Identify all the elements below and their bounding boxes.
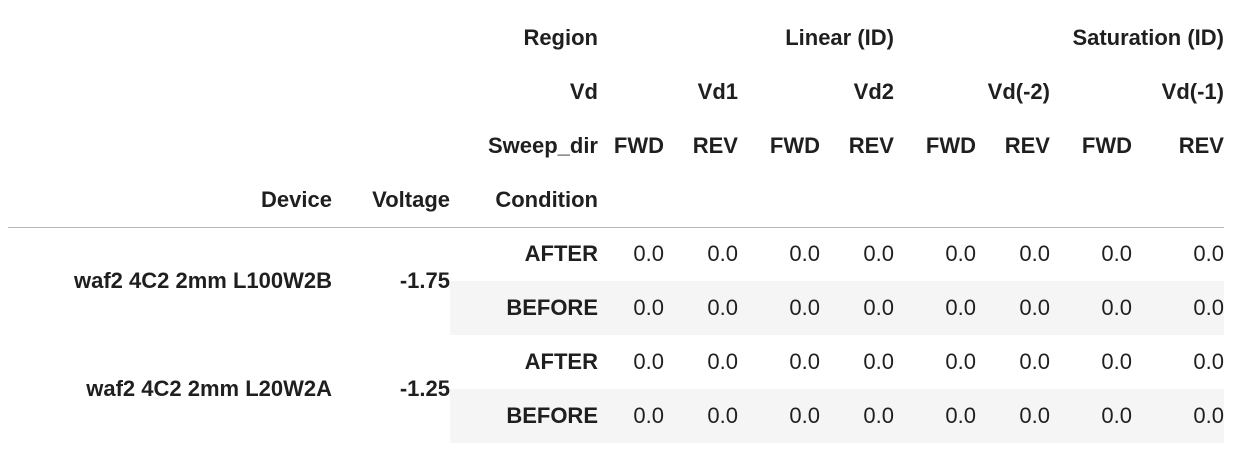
row-condition-label: AFTER [524,241,598,267]
table-cell: 0.0 [664,389,738,443]
table-cell: 0.0 [738,389,820,443]
table-row: BEFORE 0.0 0.0 0.0 0.0 0.0 0.0 0.0 0.0 [8,389,1224,443]
table-cell: 0.0 [1050,389,1132,443]
row-condition-label: AFTER [524,349,598,374]
vd-group-vd-minus-1: Vd(-1) [1161,79,1224,104]
table-cell: 0.0 [789,241,820,267]
table-body: waf2 4C2 2mm L100W2B -1.75 AFTER 0.0 0.0… [8,227,1224,443]
empty-header-cell [664,173,738,228]
empty-header-cell [1050,173,1132,228]
table-cell: 0.0 [976,281,1050,335]
table-cell: 0.0 [664,281,738,335]
row-voltage-label: -1.75 [399,268,450,294]
table-cell: 0.0 [820,281,894,335]
sweep-dir-header: REV [1178,133,1224,158]
empty-header-cell [598,173,664,228]
empty-header-cell [332,119,450,173]
table-cell: 0.0 [976,389,1050,443]
table-cell: 0.0 [863,241,894,267]
table-cell: 0.0 [945,241,976,267]
table-cell: 0.0 [707,241,738,267]
empty-header-cell [894,173,976,228]
table-cell: 0.0 [894,281,976,335]
empty-header-cell [332,11,450,65]
sweep-dir-level-label: Sweep_dir [487,133,598,158]
empty-header-cell [8,119,332,173]
row-condition-label: BEFORE [450,389,598,443]
table-row: waf2 4C2 2mm L20W2A -1.25 AFTER 0.0 0.0 … [8,335,1224,401]
row-condition-label: BEFORE [450,281,598,335]
index-name-device: Device [8,173,332,228]
empty-header-cell [332,65,450,119]
empty-header-cell [976,173,1050,228]
vd-group-vd2: Vd2 [853,79,894,104]
region-group-saturation: Saturation (ID) [1072,25,1224,50]
table-cell: 0.0 [820,389,894,443]
header-row-sweep-dir: Sweep_dir FWD REV FWD REV FWD REV FWD RE… [8,119,1224,173]
header-row-vd: Vd Vd1 Vd2 Vd(-2) Vd(-1) [8,65,1224,119]
sweep-dir-header: REV [848,133,894,158]
row-voltage-label: -1.25 [399,376,450,401]
sweep-dir-header: REV [1004,133,1050,158]
vd-level-label: Vd [569,79,598,104]
index-name-voltage: Voltage [332,173,450,228]
table-cell: 0.0 [707,349,738,374]
sweep-dir-header: FWD [1081,133,1132,158]
table-cell: 0.0 [598,281,664,335]
table-cell: 0.0 [1019,241,1050,267]
table-cell: 0.0 [598,389,664,443]
sweep-dir-header: REV [692,133,738,158]
dataframe-table: Region Linear (ID) Saturation (ID) Vd Vd… [8,11,1224,443]
index-name-condition: Condition [450,173,598,228]
empty-header-cell [1132,173,1224,228]
vd-group-vd-minus-2: Vd(-2) [987,79,1050,104]
table-header: Region Linear (ID) Saturation (ID) Vd Vd… [8,11,1224,228]
table-cell: 0.0 [1101,349,1132,374]
row-device-label: waf2 4C2 2mm L20W2A [86,376,332,401]
table-cell: 0.0 [1193,241,1224,267]
table-cell: 0.0 [1132,281,1224,335]
table-row: BEFORE 0.0 0.0 0.0 0.0 0.0 0.0 0.0 0.0 [8,281,1224,335]
empty-header-cell [820,173,894,228]
sweep-dir-header: FWD [613,133,664,158]
table-cell: 0.0 [894,389,976,443]
table-cell: 0.0 [633,349,664,374]
header-row-index-names: Device Voltage Condition [8,173,1224,228]
table-cell: 0.0 [1019,349,1050,374]
sweep-dir-header: FWD [769,133,820,158]
empty-header-cell [738,173,820,228]
vd-group-vd1: Vd1 [697,79,738,104]
dataframe-container: Region Linear (ID) Saturation (ID) Vd Vd… [8,11,1224,443]
region-group-linear: Linear (ID) [785,25,894,50]
empty-header-cell [8,65,332,119]
region-level-label: Region [523,25,598,50]
header-row-region: Region Linear (ID) Saturation (ID) [8,11,1224,65]
table-cell: 0.0 [1193,349,1224,374]
table-cell: 0.0 [633,241,664,267]
table-cell: 0.0 [945,349,976,374]
table-row: waf2 4C2 2mm L100W2B -1.75 AFTER 0.0 0.0… [8,227,1224,293]
empty-header-cell [8,11,332,65]
table-cell: 0.0 [863,349,894,374]
row-device-label: waf2 4C2 2mm L100W2B [74,268,332,294]
sweep-dir-header: FWD [925,133,976,158]
table-cell: 0.0 [789,349,820,374]
table-cell: 0.0 [1050,281,1132,335]
table-cell: 0.0 [1101,241,1132,267]
table-cell: 0.0 [1132,389,1224,443]
table-cell: 0.0 [738,281,820,335]
